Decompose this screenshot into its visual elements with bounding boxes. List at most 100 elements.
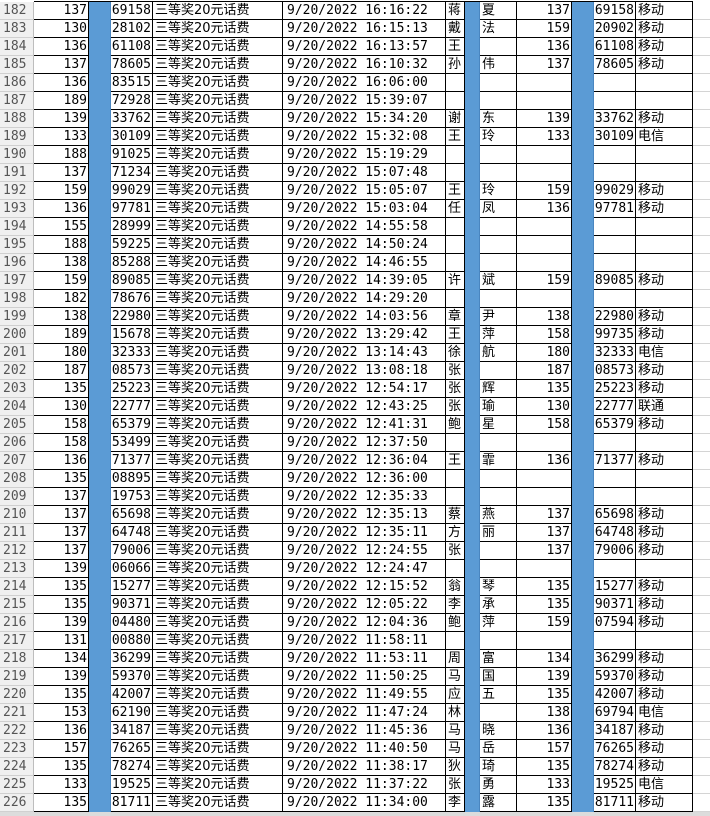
cell-prize[interactable]: 三等奖20元话费 <box>153 776 283 794</box>
cell-phone-prefix[interactable]: 138 <box>34 254 89 272</box>
cell-surname[interactable] <box>446 488 465 506</box>
cell-contact-prefix[interactable] <box>517 560 572 578</box>
cell-surname[interactable]: 张 <box>446 542 465 560</box>
empty-cell[interactable] <box>693 38 710 56</box>
cell-prize[interactable]: 三等奖20元话费 <box>153 38 283 56</box>
cell-given-name[interactable]: 玲 <box>480 128 517 146</box>
cell-contact-suffix[interactable] <box>594 632 636 650</box>
cell-phone-suffix[interactable]: 32333 <box>111 344 153 362</box>
cell-given-name[interactable]: 承 <box>480 596 517 614</box>
cell-prize[interactable]: 三等奖20元话费 <box>153 308 283 326</box>
cell-given-name[interactable] <box>480 434 517 452</box>
cell-prize[interactable]: 三等奖20元话费 <box>153 686 283 704</box>
cell-given-name[interactable]: 瑜 <box>480 398 517 416</box>
hidden-column[interactable] <box>572 722 594 740</box>
cell-phone-prefix[interactable]: 135 <box>34 380 89 398</box>
cell-prize[interactable]: 三等奖20元话费 <box>153 362 283 380</box>
hidden-column[interactable] <box>572 218 594 236</box>
cell-surname[interactable]: 张 <box>446 380 465 398</box>
empty-cell[interactable] <box>693 578 710 596</box>
cell-phone-suffix[interactable]: 36299 <box>111 650 153 668</box>
empty-cell[interactable] <box>693 74 710 92</box>
cell-phone-suffix[interactable]: 22777 <box>111 398 153 416</box>
hidden-column[interactable] <box>465 218 480 236</box>
hidden-column[interactable] <box>465 56 480 74</box>
cell-datetime[interactable]: 9/20/2022 13:29:42 <box>283 326 446 344</box>
hidden-column[interactable] <box>89 542 111 560</box>
hidden-column[interactable] <box>465 200 480 218</box>
hidden-column[interactable] <box>89 614 111 632</box>
cell-given-name[interactable] <box>480 254 517 272</box>
empty-cell[interactable] <box>693 506 710 524</box>
cell-phone-prefix[interactable]: 135 <box>34 794 89 812</box>
cell-datetime[interactable]: 9/20/2022 11:34:00 <box>283 794 446 812</box>
cell-contact-prefix[interactable]: 187 <box>517 362 572 380</box>
row-header[interactable]: 184 <box>0 38 34 56</box>
cell-contact-suffix[interactable]: 99029 <box>594 182 636 200</box>
cell-surname[interactable]: 翁 <box>446 578 465 596</box>
row-header[interactable]: 186 <box>0 74 34 92</box>
cell-phone-prefix[interactable]: 188 <box>34 146 89 164</box>
horizontal-scrollbar[interactable] <box>0 812 710 816</box>
empty-cell[interactable] <box>693 20 710 38</box>
empty-cell[interactable] <box>693 776 710 794</box>
hidden-column[interactable] <box>465 416 480 434</box>
cell-datetime[interactable]: 9/20/2022 15:39:07 <box>283 92 446 110</box>
hidden-column[interactable] <box>465 470 480 488</box>
cell-contact-prefix[interactable] <box>517 236 572 254</box>
cell-surname[interactable]: 马 <box>446 740 465 758</box>
cell-contact-prefix[interactable] <box>517 632 572 650</box>
cell-datetime[interactable]: 9/20/2022 11:58:11 <box>283 632 446 650</box>
empty-cell[interactable] <box>693 128 710 146</box>
cell-contact-suffix[interactable] <box>594 434 636 452</box>
hidden-column[interactable] <box>89 380 111 398</box>
cell-given-name[interactable]: 辉 <box>480 380 517 398</box>
cell-given-name[interactable] <box>480 236 517 254</box>
row-header[interactable]: 224 <box>0 758 34 776</box>
cell-given-name[interactable]: 东 <box>480 110 517 128</box>
empty-cell[interactable] <box>693 236 710 254</box>
hidden-column[interactable] <box>465 128 480 146</box>
hidden-column[interactable] <box>89 38 111 56</box>
cell-carrier[interactable] <box>636 470 693 488</box>
cell-given-name[interactable] <box>480 164 517 182</box>
cell-contact-suffix[interactable]: 42007 <box>594 686 636 704</box>
cell-given-name[interactable]: 夏 <box>480 2 517 20</box>
cell-phone-suffix[interactable]: 34187 <box>111 722 153 740</box>
cell-carrier[interactable]: 移动 <box>636 308 693 326</box>
cell-phone-prefix[interactable]: 153 <box>34 704 89 722</box>
cell-datetime[interactable]: 9/20/2022 15:05:07 <box>283 182 446 200</box>
hidden-column[interactable] <box>465 596 480 614</box>
cell-phone-prefix[interactable]: 137 <box>34 56 89 74</box>
cell-surname[interactable]: 许 <box>446 272 465 290</box>
cell-phone-suffix[interactable]: 08895 <box>111 470 153 488</box>
cell-datetime[interactable]: 9/20/2022 14:29:20 <box>283 290 446 308</box>
cell-phone-prefix[interactable]: 135 <box>34 686 89 704</box>
cell-prize[interactable]: 三等奖20元话费 <box>153 578 283 596</box>
cell-surname[interactable]: 徐 <box>446 344 465 362</box>
cell-phone-prefix[interactable]: 182 <box>34 290 89 308</box>
cell-phone-prefix[interactable]: 189 <box>34 326 89 344</box>
row-header[interactable]: 223 <box>0 740 34 758</box>
cell-datetime[interactable]: 9/20/2022 15:34:20 <box>283 110 446 128</box>
row-header[interactable]: 193 <box>0 200 34 218</box>
cell-carrier[interactable]: 移动 <box>636 686 693 704</box>
cell-surname[interactable]: 张 <box>446 362 465 380</box>
hidden-column[interactable] <box>572 380 594 398</box>
cell-given-name[interactable]: 晓 <box>480 722 517 740</box>
cell-surname[interactable]: 张 <box>446 398 465 416</box>
row-header[interactable]: 182 <box>0 2 34 20</box>
hidden-column[interactable] <box>572 146 594 164</box>
cell-surname[interactable]: 章 <box>446 308 465 326</box>
empty-cell[interactable] <box>693 218 710 236</box>
hidden-column[interactable] <box>89 470 111 488</box>
cell-contact-prefix[interactable]: 135 <box>517 686 572 704</box>
hidden-column[interactable] <box>465 614 480 632</box>
cell-phone-prefix[interactable]: 139 <box>34 560 89 578</box>
cell-phone-suffix[interactable]: 71234 <box>111 164 153 182</box>
cell-phone-suffix[interactable]: 28999 <box>111 218 153 236</box>
cell-prize[interactable]: 三等奖20元话费 <box>153 740 283 758</box>
hidden-column[interactable] <box>465 182 480 200</box>
cell-contact-suffix[interactable]: 81711 <box>594 794 636 812</box>
cell-carrier[interactable]: 移动 <box>636 758 693 776</box>
